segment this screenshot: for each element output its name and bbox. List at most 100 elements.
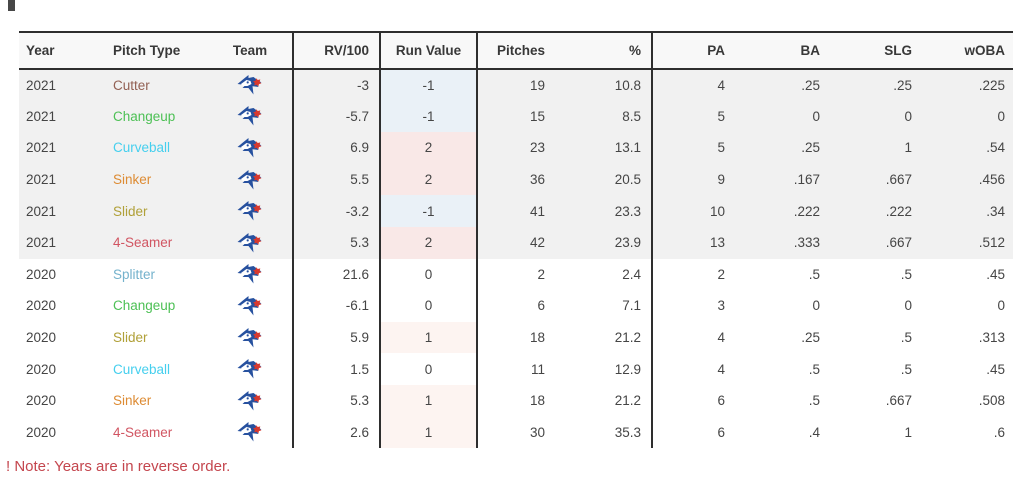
team-cell bbox=[208, 195, 294, 227]
run-value-cell: 0 bbox=[380, 258, 478, 291]
ba-cell: .167 bbox=[735, 163, 830, 196]
team-cell bbox=[208, 163, 294, 196]
pitch-type-cell: Curveball bbox=[107, 132, 208, 164]
woba-cell: .34 bbox=[922, 195, 1013, 227]
ba-cell: .5 bbox=[808, 393, 820, 409]
slg-cell: 1 bbox=[830, 132, 922, 164]
pitch-type-cell: 4-Seamer bbox=[107, 226, 208, 259]
col-header-ba: BA bbox=[735, 31, 830, 70]
rv100-cell: 5.3 bbox=[293, 384, 381, 417]
pitches-cell: 30 bbox=[529, 424, 545, 440]
col-header-woba: wOBA bbox=[922, 31, 1013, 70]
pitches-cell: 42 bbox=[477, 226, 557, 259]
year-cell: 2020 bbox=[26, 361, 57, 377]
slg-cell: 0 bbox=[904, 298, 912, 314]
table-row: 2020 4-Seamer 2.6 1 30 35.3 6 .4 1 .6 bbox=[19, 416, 1013, 449]
table-row: 2020 Changeup -6.1 0 6 7.1 3 0 0 0 bbox=[19, 290, 1013, 322]
ba-cell: .25 bbox=[801, 330, 820, 346]
slg-cell: .5 bbox=[900, 330, 912, 346]
pitches-cell: 19 bbox=[477, 69, 557, 101]
table-row: 2021 Cutter -3 -1 19 10.8 4 .25 .25 .225 bbox=[19, 69, 1013, 101]
pct-cell: 21.2 bbox=[557, 321, 653, 354]
col-header-rv100: RV/100 bbox=[293, 31, 381, 70]
run-value-cell: 0 bbox=[380, 290, 478, 322]
pct-cell: 7.1 bbox=[557, 290, 653, 322]
pa-cell: 13 bbox=[652, 226, 735, 259]
pa-cell: 6 bbox=[717, 424, 725, 440]
col-header-pitch-type: Pitch Type bbox=[107, 31, 208, 70]
pct-cell: 35.3 bbox=[557, 416, 653, 449]
rv100-cell: -3 bbox=[293, 69, 381, 101]
year-cell: 2020 bbox=[26, 298, 57, 314]
year-cell: 2020 bbox=[26, 266, 57, 282]
toronto-blue-jays-logo-icon bbox=[237, 74, 264, 96]
year-cell: 2021 bbox=[19, 226, 107, 259]
pitch-type-cell: Sinker bbox=[113, 393, 152, 409]
pitch-type-cell: Changeup bbox=[107, 100, 208, 133]
table-row: 2020 Slider 5.9 1 18 21.2 4 .25 .5 .313 bbox=[19, 321, 1013, 354]
rv100-cell: 1.5 bbox=[293, 353, 381, 385]
toronto-blue-jays-logo-icon bbox=[237, 295, 264, 317]
table-row: 2020 Splitter 21.6 0 2 2.4 2 .5 .5 .45 bbox=[19, 258, 1013, 291]
table-row: 2020 Sinker 5.3 1 18 21.2 6 .5 .667 .508 bbox=[19, 384, 1013, 417]
pitch-type-cell: 4-Seamer bbox=[113, 424, 173, 440]
year-cell: 2020 bbox=[26, 393, 57, 409]
pitch-type-cell: Sinker bbox=[107, 163, 208, 196]
team-cell bbox=[208, 258, 294, 291]
pitch-type-cell: Cutter bbox=[107, 69, 208, 101]
team-cell bbox=[208, 69, 294, 101]
run-value-cell: 1 bbox=[380, 384, 478, 417]
ba-cell: 0 bbox=[735, 100, 830, 133]
toronto-blue-jays-logo-icon bbox=[237, 327, 264, 349]
pct-cell: 8.5 bbox=[557, 100, 653, 133]
woba-cell: 0 bbox=[922, 100, 1013, 133]
pitches-cell: 36 bbox=[477, 163, 557, 196]
run-value-cell: -1 bbox=[380, 69, 478, 101]
reverse-order-note: ! Note: Years are in reverse order. bbox=[6, 458, 231, 475]
rv100-cell: 5.3 bbox=[293, 226, 381, 259]
team-cell bbox=[208, 321, 294, 354]
year-cell: 2020 bbox=[26, 424, 57, 440]
rv100-cell: 6.9 bbox=[293, 132, 381, 164]
pitches-cell: 2 bbox=[537, 266, 545, 282]
toronto-blue-jays-logo-icon bbox=[237, 137, 264, 159]
slg-cell: .667 bbox=[830, 226, 922, 259]
woba-cell: .225 bbox=[922, 69, 1013, 101]
col-header-pitches: Pitches bbox=[477, 31, 557, 70]
pitch-type-cell: Splitter bbox=[113, 266, 156, 282]
col-header-pa: PA bbox=[652, 31, 735, 70]
run-value-cell: 2 bbox=[380, 226, 478, 259]
rv100-cell: 21.6 bbox=[293, 258, 381, 291]
table-row: 2020 Curveball 1.5 0 11 12.9 4 .5 .5 .45 bbox=[19, 353, 1013, 385]
team-cell bbox=[208, 132, 294, 164]
table-row: 2021 4-Seamer 5.3 2 42 23.9 13 .333 .667… bbox=[19, 226, 1013, 259]
pct-cell: 13.1 bbox=[557, 132, 653, 164]
col-header-pct: % bbox=[557, 31, 653, 70]
col-header-run-value: Run Value bbox=[380, 31, 478, 70]
pct-cell: 12.9 bbox=[557, 353, 653, 385]
woba-cell: .54 bbox=[922, 132, 1013, 164]
woba-cell: .45 bbox=[986, 266, 1005, 282]
pa-cell: 9 bbox=[652, 163, 735, 196]
pa-cell: 10 bbox=[652, 195, 735, 227]
team-cell bbox=[208, 226, 294, 259]
toronto-blue-jays-logo-icon bbox=[237, 169, 264, 191]
pitches-cell: 41 bbox=[477, 195, 557, 227]
pitches-cell: 23 bbox=[477, 132, 557, 164]
pa-cell: 6 bbox=[717, 393, 725, 409]
slg-cell: .5 bbox=[900, 361, 912, 377]
team-cell bbox=[208, 100, 294, 133]
pitches-cell: 18 bbox=[529, 393, 545, 409]
rv100-cell: -3.2 bbox=[293, 195, 381, 227]
pitches-cell: 6 bbox=[537, 298, 545, 314]
col-header-team: Team bbox=[208, 31, 294, 70]
pct-cell: 23.9 bbox=[557, 226, 653, 259]
run-value-cell: 1 bbox=[380, 321, 478, 354]
ba-cell: .5 bbox=[808, 361, 820, 377]
team-cell bbox=[208, 384, 294, 417]
toronto-blue-jays-logo-icon bbox=[237, 263, 264, 285]
table-row: 2021 Curveball 6.9 2 23 13.1 5 .25 1 .54 bbox=[19, 132, 1013, 164]
ba-cell: 0 bbox=[812, 298, 820, 314]
ba-cell: .25 bbox=[735, 69, 830, 101]
rv100-cell: 5.9 bbox=[293, 321, 381, 354]
